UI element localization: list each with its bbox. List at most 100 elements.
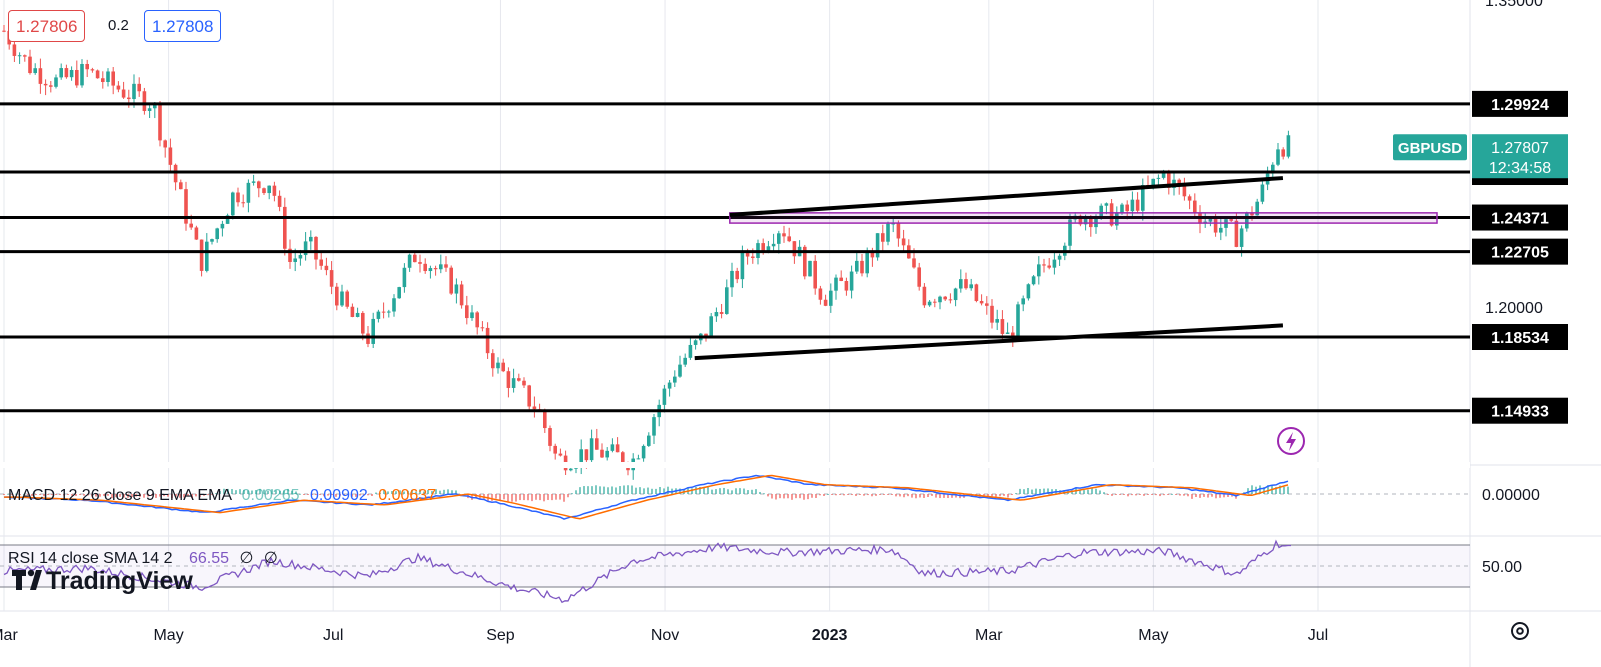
macd-histogram-bar xyxy=(431,491,433,494)
x-tick-label: Jul xyxy=(323,627,343,644)
candle-body xyxy=(314,236,318,260)
candle-body xyxy=(532,406,537,410)
macd-histogram-bar xyxy=(1171,493,1173,495)
macd-histogram-bar xyxy=(1215,494,1217,499)
last-price-label: 1.27807 xyxy=(1491,140,1549,157)
candle-body xyxy=(418,262,422,264)
candle xyxy=(1005,322,1010,334)
macd-histogram-bar xyxy=(307,494,309,495)
candle-body xyxy=(433,268,438,270)
macd-histogram-bar xyxy=(771,494,773,499)
candle-body xyxy=(844,280,849,291)
macd-histogram-bar xyxy=(207,494,209,496)
candle xyxy=(543,408,547,433)
macd-histogram-bar xyxy=(555,494,557,500)
candle xyxy=(439,254,443,274)
candle-body xyxy=(506,371,511,388)
candle xyxy=(829,283,833,313)
macd-histogram-bar xyxy=(911,494,913,498)
macd-histogram-bar xyxy=(1211,494,1213,497)
candle-body xyxy=(121,89,126,98)
macd-histogram-bar xyxy=(99,494,101,497)
macd-histogram-bar xyxy=(223,488,225,494)
candle xyxy=(236,187,240,207)
candle xyxy=(454,278,459,304)
macd-histogram-bar xyxy=(1263,487,1265,494)
candle xyxy=(662,384,667,413)
candle xyxy=(647,432,651,447)
macd-histogram-bar xyxy=(611,486,613,494)
candle-body xyxy=(704,333,708,337)
macd-histogram-bar xyxy=(1195,494,1197,497)
macd-histogram-bar xyxy=(843,494,845,496)
macd-histogram-bar xyxy=(531,494,533,502)
macd-histogram-bar xyxy=(835,494,837,496)
candle xyxy=(1187,194,1192,210)
candle xyxy=(241,194,245,208)
macd-histogram-bar xyxy=(1031,489,1033,494)
bid-price-box[interactable]: 1.27806 xyxy=(8,10,86,42)
macd-histogram-bar xyxy=(795,494,797,499)
candle-body xyxy=(340,291,344,306)
candle xyxy=(80,59,84,88)
macd-histogram-bar xyxy=(203,494,205,496)
macd-histogram-bar xyxy=(115,494,117,498)
macd-histogram-bar xyxy=(851,494,853,496)
candle-body xyxy=(194,227,199,240)
candle xyxy=(818,285,823,305)
candle-body xyxy=(719,312,724,314)
candle-body xyxy=(927,301,932,306)
ask-price-box[interactable]: 1.27808 xyxy=(144,10,222,42)
candle xyxy=(85,59,89,78)
rsi-legend[interactable]: RSI 14 close SMA 14 2 66.55 ∅ ∅ xyxy=(8,548,278,568)
candle-body xyxy=(943,296,947,300)
macd-histogram-bar xyxy=(331,494,333,495)
candle xyxy=(823,294,828,307)
macd-histogram-bar xyxy=(1179,494,1181,496)
rsi-label: RSI 14 close SMA 14 2 xyxy=(8,550,173,567)
macd-histogram-bar xyxy=(1267,485,1269,494)
level-tag-bg xyxy=(1472,324,1568,351)
macd-histogram-bar xyxy=(723,487,725,494)
macd-histogram-bar xyxy=(151,494,153,496)
candle xyxy=(938,295,942,310)
candle xyxy=(28,49,32,75)
macd-histogram-bar xyxy=(71,494,73,496)
macd-histogram-bar xyxy=(91,494,93,497)
rsi-value: 66.55 xyxy=(188,550,230,567)
candle-body xyxy=(735,270,739,280)
macd-histogram-bar xyxy=(291,490,293,494)
macd-histogram-bar xyxy=(111,494,113,499)
candle-body xyxy=(355,312,360,317)
macd-legend[interactable]: MACD 12 26 close 9 EMA EMA 0.00265 0.009… xyxy=(8,487,436,505)
candle-body xyxy=(1016,304,1020,338)
candle-body xyxy=(288,248,292,262)
candle-body xyxy=(818,288,823,300)
macd-histogram-bar xyxy=(1275,487,1277,494)
candle-body xyxy=(1245,212,1249,229)
level-tag-bg xyxy=(1472,397,1568,424)
candle-body xyxy=(392,298,396,312)
macd-histogram-bar xyxy=(119,494,121,497)
candle-body xyxy=(855,260,859,272)
candle-body xyxy=(470,312,474,319)
macd-histogram-bar xyxy=(23,493,25,495)
macd-histogram-bar xyxy=(523,494,525,501)
candle xyxy=(324,257,329,276)
candle xyxy=(641,444,646,462)
macd-histogram-bar xyxy=(927,494,929,498)
macd-histogram-bar xyxy=(55,494,57,495)
macd-histogram-bar xyxy=(419,489,421,494)
candle-body xyxy=(1083,217,1088,225)
macd-histogram-bar xyxy=(903,494,905,498)
candle xyxy=(605,447,609,461)
candle xyxy=(683,353,687,367)
tradingview-logo: TradingView xyxy=(12,567,193,595)
candle-body xyxy=(1047,265,1051,268)
candle-body xyxy=(64,68,69,78)
candle xyxy=(725,279,729,315)
candle-body xyxy=(579,449,583,466)
candle xyxy=(527,384,531,411)
candle-body xyxy=(1052,259,1057,268)
